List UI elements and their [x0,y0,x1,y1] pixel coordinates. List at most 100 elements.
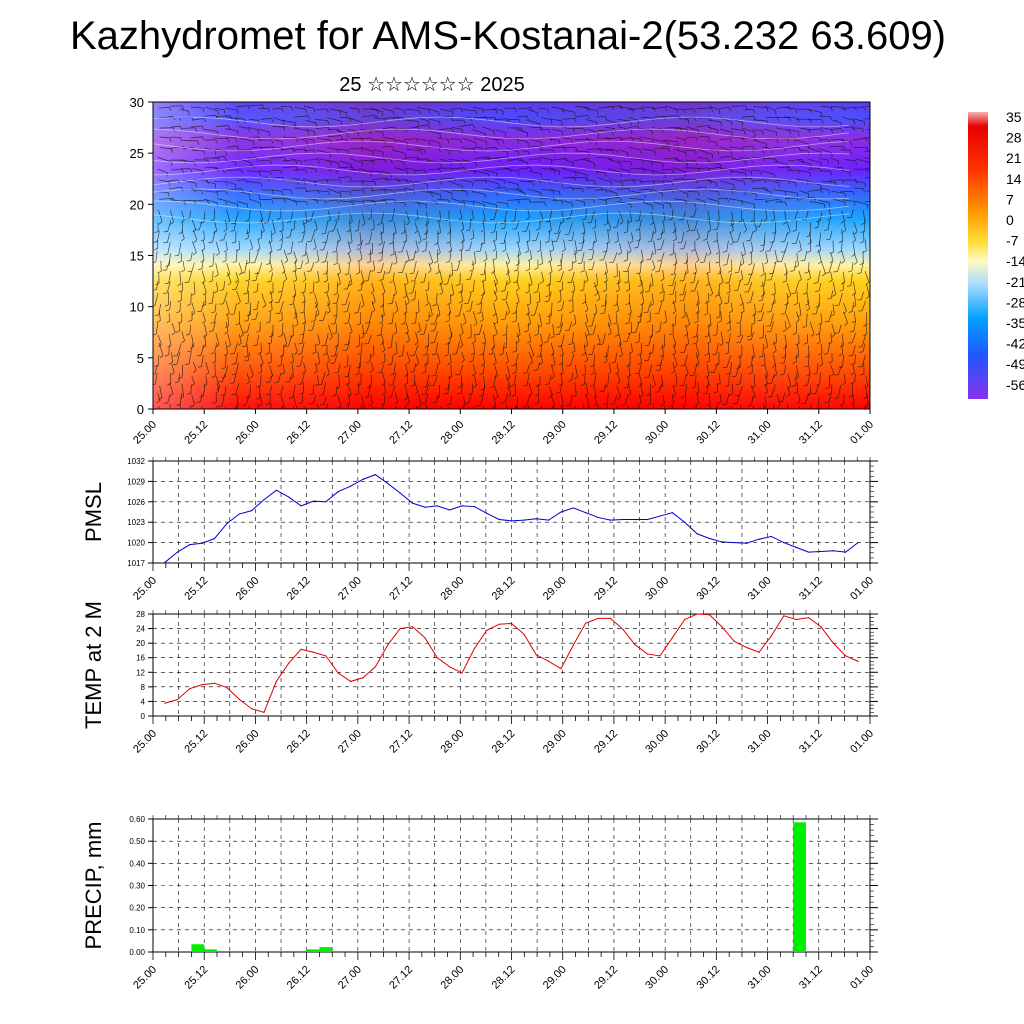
wind-barb [762,291,765,301]
wind-barb [339,160,352,165]
wind-barb [830,364,835,374]
wind-barb-flag [710,107,714,112]
wind-barb-flag [752,145,755,150]
wind-barb-flag [781,356,786,359]
wind-barb-flag [506,377,511,381]
wind-barb-flag [360,147,363,152]
wind-barb [652,374,656,386]
wind-barb [291,158,301,162]
wind-barb-flag [747,335,752,338]
wind-barb [608,314,612,324]
wind-barb [301,372,305,385]
wind-barb-flag [158,221,163,225]
y-tick-label: 24 [136,625,145,634]
wind-barb [503,231,507,244]
wind-barb-flag [245,279,250,282]
wind-barb [239,137,254,142]
wind-barb-flag [518,171,520,176]
wind-barb [361,212,366,224]
wind-barb [730,219,734,231]
wind-barb [426,292,429,304]
wind-barb [597,148,613,151]
x-tick-label: 26.12 [285,575,313,603]
wind-barb-flag [348,241,353,245]
wind-barb [451,167,465,170]
wind-barb-flag [617,252,622,256]
wind-barb-flag [458,259,462,263]
wind-barb [592,261,595,270]
data-point [795,546,797,548]
wind-barb [799,127,810,130]
wind-barb [698,149,713,155]
wind-barb [818,332,821,343]
wind-barb-flag [370,137,374,142]
wind-barb-flag [605,200,608,205]
wind-barb-flag [697,191,700,196]
wind-barb-flag [735,383,741,386]
wind-barb-flag [786,231,791,235]
wind-barb-flag [203,383,208,387]
wind-barb-flag [374,181,377,186]
colorbar-gradient [968,112,988,399]
wind-barb-flag [597,413,600,416]
wind-barb-flag [686,229,690,233]
wind-barb [159,197,173,200]
wind-barb-flag [651,138,654,143]
wind-barb-flag [513,406,518,409]
wind-barb-flag [745,105,748,110]
wind-barb-flag [168,362,173,365]
wind-barb [729,333,731,343]
wind-barb [616,118,631,122]
wind-barb-flag [671,324,676,327]
wind-barb [662,283,664,292]
wind-barb-flag [841,220,845,224]
wind-barb-flag [398,178,401,183]
wind-barb [572,127,584,130]
wind-barb [720,146,732,152]
wind-barb-flag [384,159,387,163]
wind-barb [807,300,811,309]
wind-barb [317,190,329,193]
wind-barb [841,139,851,142]
wind-barb-flag [252,308,258,311]
wind-barb [582,231,585,243]
colorbar-label: 28 [1006,130,1022,146]
wind-barb-flag [298,402,303,405]
wind-barb-flag [445,320,450,323]
wind-barb [415,312,417,323]
wind-barb [660,239,665,250]
wind-barb-flag [357,289,362,292]
wind-barb [736,394,740,404]
wind-barb [191,262,195,272]
wind-barb-flag [409,259,414,261]
wind-barb-flag [277,364,282,367]
wind-barb [167,394,171,404]
wind-barb [618,106,634,110]
wind-barb-flag [420,333,425,335]
wind-barb [405,300,408,313]
wind-barb [212,252,215,266]
wind-barb [337,363,341,373]
wind-barb-flag [243,292,248,295]
wind-barb [828,261,833,273]
wind-barb [236,201,248,205]
wind-barb-flag [167,412,171,414]
wind-barb [819,323,822,335]
wind-barb [863,157,870,160]
wind-barb [693,272,697,283]
wind-barb [269,373,274,383]
wind-barb [652,170,666,175]
isoline [153,140,850,152]
wind-barb-flag [796,197,800,202]
wind-barb-flag [652,180,655,185]
wind-barb [742,303,745,312]
wind-barb-flag [208,302,213,305]
wind-barb [775,116,790,119]
wind-barb-flag [823,203,826,208]
wind-barb [506,180,519,185]
wind-barb-flag [321,344,326,347]
wind-barb-flag [524,250,529,254]
wind-barb-flag [693,108,696,113]
wind-barb [415,354,420,364]
